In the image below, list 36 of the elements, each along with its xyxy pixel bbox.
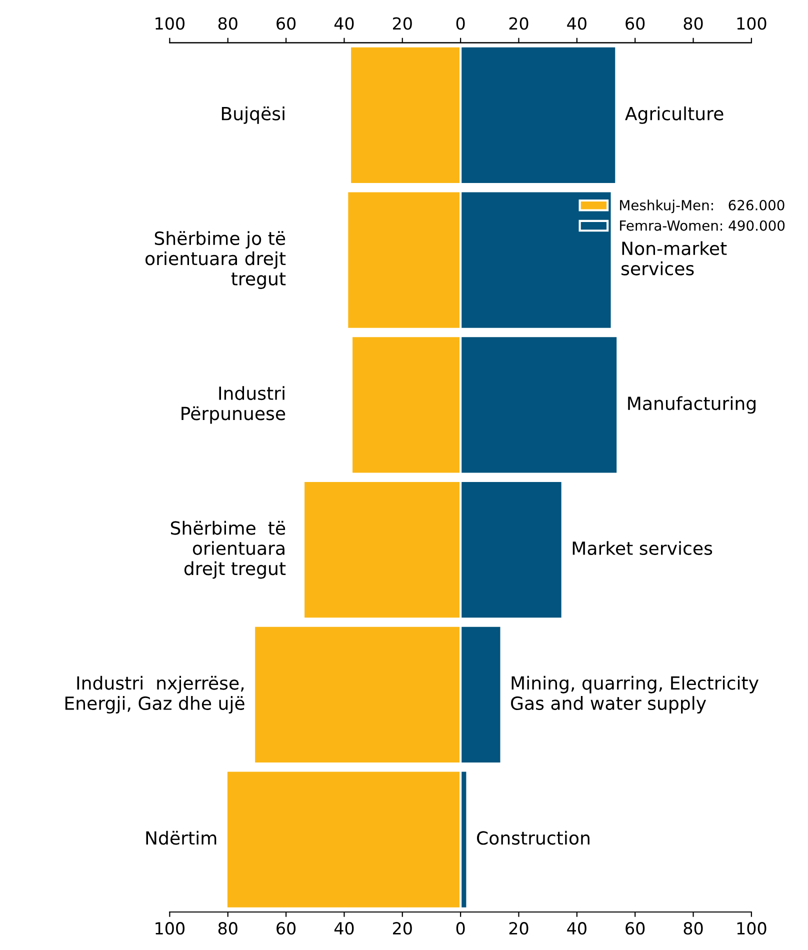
x-tick-label: 100 <box>737 922 766 935</box>
x-tick-label: 60 <box>276 922 296 935</box>
x-tick-label: 40 <box>334 922 354 935</box>
x2-tick-label: 20 <box>509 17 528 30</box>
annotation: Industri Përpunuese <box>182 386 286 424</box>
x2-tick-label: 20 <box>393 17 412 30</box>
x-tick-label: 80 <box>684 922 703 935</box>
x-tick-label: 80 <box>218 922 238 935</box>
annotation: Industri nxjerrëse, Energji, Gaz dhe ujë <box>65 676 244 714</box>
y-tick-label: Manufacturing <box>628 396 756 414</box>
x2-tick-label: 100 <box>156 17 184 30</box>
x-tick-label: 20 <box>509 922 528 935</box>
x2-tick-label: 60 <box>276 17 296 30</box>
annotation: Bujqësi <box>222 106 284 124</box>
annotation: Shërbime jo të orientuara drejt tregut <box>145 231 286 290</box>
legend-label: Meshkuj-Men: 626.000 <box>620 200 784 214</box>
x-tick-label: 20 <box>393 922 412 935</box>
y-tick-label: Market services <box>572 541 712 556</box>
x-tick-label: 40 <box>567 922 586 935</box>
y-tick-label: Construction <box>476 830 590 845</box>
annotation: Shërbime të orientuara drejt tregut <box>170 520 286 579</box>
y-tick-label: Non-market services <box>622 241 727 276</box>
y-tick-label: Agriculture <box>625 106 724 124</box>
x2-tick-label: 80 <box>218 17 238 30</box>
x-tick-label: 100 <box>156 922 184 935</box>
x-tick-label: 60 <box>626 922 645 935</box>
x2-tick-label: 100 <box>737 17 766 30</box>
x2-tick-label: 60 <box>626 17 645 30</box>
annotation: Ndërtim <box>146 830 216 845</box>
x2-tick-label: 40 <box>567 17 586 30</box>
x-tick-label: 0 <box>456 922 465 935</box>
y-tick-label: Mining, quarring, Electricity Gas and water supply <box>511 676 758 714</box>
x2-tick-label: 80 <box>684 17 703 30</box>
legend-label: Femra-Women: 490.000 <box>620 220 785 231</box>
x2-tick-label: 0 <box>456 17 465 30</box>
x2-tick-label: 40 <box>334 17 354 30</box>
